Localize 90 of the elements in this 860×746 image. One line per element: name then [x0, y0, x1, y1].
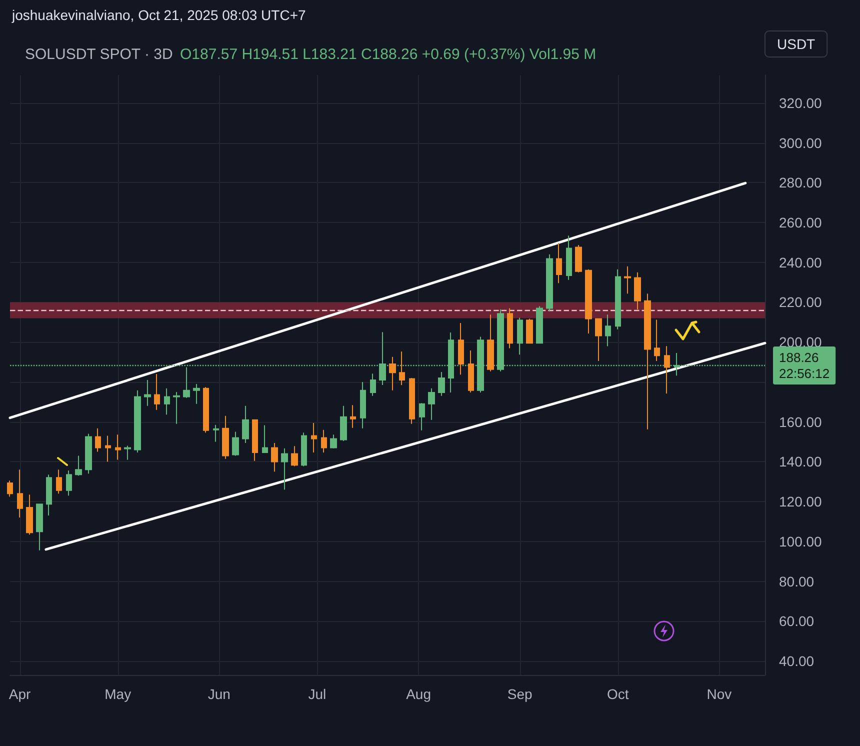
candlestick: [566, 235, 572, 280]
y-tick-label: 240.00: [779, 254, 822, 270]
y-tick-label: 300.00: [779, 134, 822, 151]
candlestick: [575, 244, 582, 273]
candlestick: [115, 434, 121, 460]
candlestick: [134, 390, 141, 454]
candlestick: [173, 391, 180, 424]
x-tick-label: Nov: [706, 686, 732, 702]
candlestick: [311, 422, 317, 454]
candlestick: [232, 431, 239, 456]
candlestick: [124, 445, 131, 460]
chart-subtitle: O187.57 H194.51 L183.21 C188.26 +0.69 (+0.37%) Vol1.95 M: [180, 46, 596, 63]
y-axis-title: USDT: [777, 36, 816, 52]
candlestick: [193, 383, 200, 404]
candlestick: [634, 272, 641, 310]
y-tick-label: 80.00: [779, 573, 814, 590]
candlestick: [556, 242, 562, 284]
candlestick: [301, 432, 307, 467]
y-tick-label: 280.00: [779, 174, 822, 191]
candlestick: [546, 254, 553, 312]
candlestick: [66, 470, 72, 496]
candlestick: [321, 429, 327, 454]
x-tick-label: Sep: [507, 686, 533, 702]
y-tick-label: 320.00: [779, 94, 822, 111]
candlestick: [350, 404, 356, 428]
candlestick: [271, 442, 278, 472]
candlestick: [468, 350, 474, 394]
candlestick: [340, 405, 347, 442]
y-tick-label: 260.00: [779, 214, 822, 231]
candlestick: [428, 388, 435, 420]
candlestick: [213, 424, 219, 442]
candlestick: [56, 469, 62, 494]
candlestick: [7, 480, 13, 498]
candlestick: [536, 306, 543, 344]
candlestick: [85, 433, 92, 474]
candlestick: [585, 268, 592, 334]
x-tick-label: Oct: [607, 686, 629, 702]
x-tick-label: Jul: [308, 686, 326, 702]
candlestick: [458, 322, 464, 376]
candlestick: [262, 424, 268, 454]
candlestick: [330, 434, 337, 449]
candlestick: [281, 448, 288, 490]
candlestick: [517, 317, 523, 356]
candlestick: [291, 446, 298, 467]
candlestick: [644, 293, 651, 430]
y-tick-label: 160.00: [779, 414, 822, 430]
candlestick: [17, 469, 23, 518]
y-tick-label: 100.00: [779, 533, 822, 550]
candlestick: [624, 266, 631, 294]
candlestick: [507, 308, 513, 349]
text: joshuakevinalviano, Oct 21, 2025 08:03 UTC+7: [12, 7, 306, 23]
x-tick-label: Apr: [8, 686, 32, 702]
candlestick: [154, 374, 160, 410]
candlestick: [242, 405, 249, 444]
candlestick: [144, 379, 151, 406]
candlestick: [526, 318, 533, 344]
y-tick-label: 120.00: [779, 494, 822, 510]
candlestick: [26, 494, 33, 536]
candlestick: [664, 346, 670, 394]
ref-line-label: 188.26 22:56:12: [779, 350, 830, 382]
candlestick: [487, 314, 494, 372]
candlestick: [222, 415, 229, 460]
y-tick-label: 60.00: [779, 613, 814, 630]
candlestick: [595, 318, 602, 362]
candlestick: [399, 350, 405, 386]
candlestick: [46, 474, 52, 516]
candlestick: [370, 373, 376, 396]
candlestick: [605, 314, 611, 347]
y-tick-label: 40.00: [779, 653, 814, 670]
candlestick: [360, 381, 366, 429]
candlestick: [654, 319, 660, 362]
candlestick: [183, 366, 190, 398]
candlestick: [95, 428, 101, 452]
candlestick: [164, 388, 170, 416]
candlestick: [419, 402, 425, 431]
candlestick: [409, 377, 415, 424]
candlestick: [389, 356, 396, 391]
y-tick-label: 140.00: [779, 454, 822, 470]
y-tick-label: 220.00: [779, 294, 822, 310]
x-tick-label: Aug: [406, 686, 432, 702]
candlestick: [105, 435, 111, 462]
candlestick: [75, 455, 82, 476]
candlestick: [36, 504, 43, 551]
chart-title: SOLUSDT SPOT · 3D: [25, 46, 173, 63]
x-tick-label: Jun: [208, 686, 230, 702]
x-tick-label: May: [104, 686, 132, 702]
candlestick: [203, 386, 209, 434]
candlestick: [252, 419, 258, 462]
candlestick: [615, 268, 621, 330]
candlestick: [438, 372, 445, 396]
